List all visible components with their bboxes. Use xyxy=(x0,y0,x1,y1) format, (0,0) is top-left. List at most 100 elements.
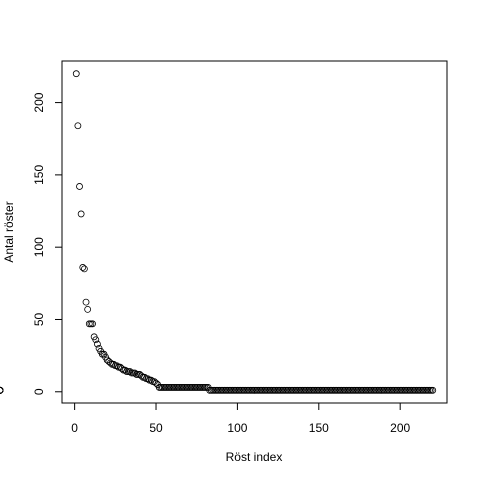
point xyxy=(370,386,378,394)
point xyxy=(243,386,251,394)
point xyxy=(108,360,116,368)
point xyxy=(328,386,336,394)
point xyxy=(413,386,420,394)
point xyxy=(380,386,388,394)
point xyxy=(421,386,429,394)
point xyxy=(74,122,82,130)
point xyxy=(393,386,401,394)
point xyxy=(330,386,337,394)
point xyxy=(185,384,192,391)
point xyxy=(250,386,258,394)
point xyxy=(178,384,186,391)
point xyxy=(307,386,315,394)
point xyxy=(266,386,274,394)
point xyxy=(217,386,225,394)
y-axis-title: Antal röster xyxy=(2,201,16,262)
point xyxy=(261,386,269,394)
point xyxy=(424,386,432,394)
point xyxy=(245,386,253,394)
point xyxy=(170,384,178,391)
point xyxy=(160,384,168,391)
point xyxy=(85,320,93,328)
point xyxy=(391,386,399,394)
point xyxy=(142,375,150,383)
point xyxy=(199,384,207,391)
point xyxy=(320,386,328,394)
point xyxy=(167,384,175,391)
point xyxy=(295,386,303,394)
point xyxy=(347,386,355,394)
point xyxy=(255,386,262,394)
point xyxy=(310,386,318,394)
plot-box xyxy=(61,60,448,404)
point xyxy=(290,386,298,394)
point xyxy=(357,386,365,394)
x-tick-label: 0 xyxy=(71,421,78,435)
point xyxy=(404,386,412,394)
x-tick-label: 150 xyxy=(309,421,329,435)
x-axis-title: Röst index xyxy=(226,450,283,464)
point xyxy=(321,386,329,394)
point xyxy=(240,386,248,394)
point xyxy=(401,386,409,394)
point xyxy=(72,70,80,78)
point xyxy=(297,386,305,394)
point xyxy=(364,386,372,394)
point xyxy=(82,298,90,306)
point xyxy=(260,386,267,394)
point xyxy=(139,373,147,381)
point xyxy=(229,386,236,394)
point xyxy=(242,386,249,394)
point xyxy=(429,386,437,394)
point xyxy=(159,384,166,391)
point xyxy=(343,386,350,394)
point xyxy=(124,368,132,375)
point xyxy=(409,386,417,394)
point xyxy=(131,369,139,377)
point xyxy=(80,265,88,273)
point xyxy=(214,386,222,394)
point xyxy=(406,386,414,394)
point xyxy=(373,386,381,394)
point xyxy=(191,384,199,391)
point xyxy=(173,384,181,391)
point xyxy=(84,305,92,313)
point xyxy=(375,386,383,394)
point xyxy=(234,386,241,394)
point xyxy=(416,386,424,394)
point xyxy=(126,368,134,375)
x-tick-label: 100 xyxy=(227,421,247,435)
point xyxy=(107,359,114,367)
point xyxy=(385,386,393,394)
point xyxy=(388,386,396,394)
point xyxy=(188,384,196,391)
point xyxy=(427,386,435,394)
point xyxy=(308,386,316,394)
point xyxy=(359,386,367,394)
point xyxy=(128,369,136,377)
point xyxy=(395,386,402,394)
point xyxy=(175,384,183,391)
point xyxy=(209,386,217,394)
point xyxy=(258,386,266,394)
point xyxy=(172,384,179,391)
point xyxy=(146,376,153,384)
point xyxy=(326,386,334,394)
point xyxy=(299,386,306,394)
point xyxy=(414,386,422,394)
point xyxy=(331,386,339,394)
point xyxy=(157,384,165,391)
point xyxy=(367,386,375,394)
point xyxy=(247,386,254,394)
point xyxy=(256,386,264,394)
point xyxy=(282,386,290,394)
point xyxy=(300,386,308,394)
point xyxy=(317,386,324,394)
point xyxy=(422,386,430,394)
point xyxy=(346,386,354,394)
point xyxy=(312,386,319,394)
point xyxy=(292,386,300,394)
point xyxy=(411,386,419,394)
point xyxy=(129,369,137,377)
